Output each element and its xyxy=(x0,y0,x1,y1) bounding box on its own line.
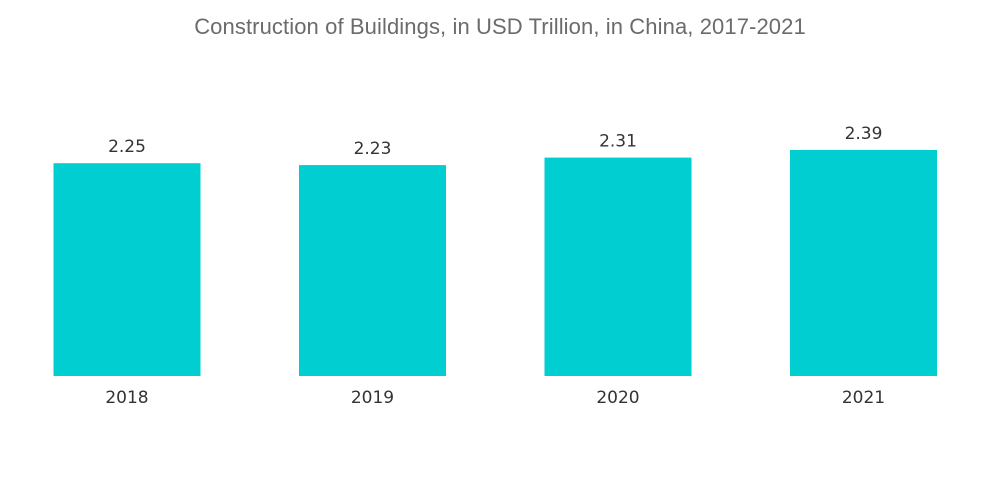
chart-title: Construction of Buildings, in USD Trilli… xyxy=(194,14,806,39)
bar-2019 xyxy=(299,165,446,376)
data-label-2020: 2.31 xyxy=(599,132,637,152)
bar-2018 xyxy=(53,163,201,376)
data-label-2021: 2.39 xyxy=(845,124,883,144)
bar-2021 xyxy=(790,150,937,376)
x-tick-label-2019: 2019 xyxy=(351,388,394,408)
x-tick-label-2018: 2018 xyxy=(105,388,148,408)
x-tick-label-2021: 2021 xyxy=(842,388,885,408)
x-tick-label-2020: 2020 xyxy=(596,388,639,408)
bar-2020 xyxy=(544,157,692,376)
data-label-2019: 2.23 xyxy=(354,139,392,159)
data-label-2018: 2.25 xyxy=(108,137,146,157)
